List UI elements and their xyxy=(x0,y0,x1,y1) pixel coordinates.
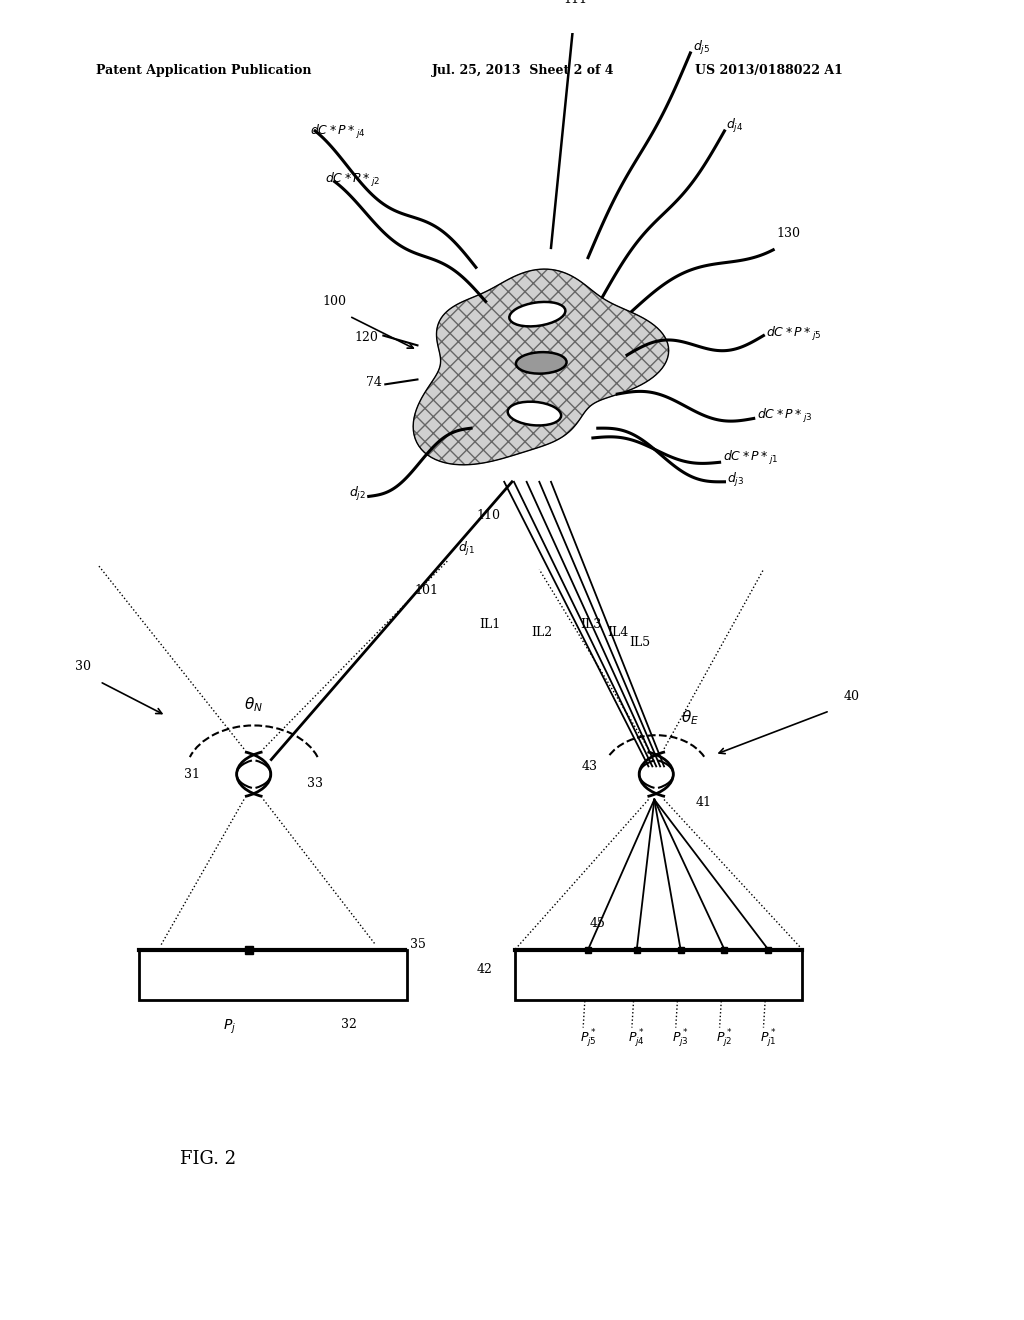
Text: Patent Application Publication: Patent Application Publication xyxy=(96,63,311,77)
Text: 111: 111 xyxy=(563,0,588,5)
Text: 120: 120 xyxy=(354,331,379,345)
Bar xyxy=(515,949,803,1001)
Text: $\theta_N$: $\theta_N$ xyxy=(244,696,263,714)
Polygon shape xyxy=(413,269,669,465)
Text: IL5: IL5 xyxy=(629,636,650,649)
Text: $d_{j2}$: $d_{j2}$ xyxy=(349,486,366,503)
Text: $d_{j5}$: $d_{j5}$ xyxy=(693,40,711,57)
Text: IL3: IL3 xyxy=(581,618,601,631)
Text: IL2: IL2 xyxy=(531,626,553,639)
Text: $P^*_{j2}$: $P^*_{j2}$ xyxy=(716,1027,733,1049)
Text: 43: 43 xyxy=(582,760,598,774)
Text: 41: 41 xyxy=(695,796,712,809)
Text: 100: 100 xyxy=(323,294,346,308)
Text: $dC*P*_{j3}$: $dC*P*_{j3}$ xyxy=(757,407,812,425)
Text: $d_{j3}$: $d_{j3}$ xyxy=(727,471,744,488)
Text: IL1: IL1 xyxy=(479,618,501,631)
Text: $dC*P*_{j4}$: $dC*P*_{j4}$ xyxy=(310,123,367,141)
Text: FIG. 2: FIG. 2 xyxy=(180,1150,236,1168)
Text: 35: 35 xyxy=(410,939,426,952)
Text: $P^*_{j4}$: $P^*_{j4}$ xyxy=(629,1027,645,1049)
Text: $dC*P*_{j2}$: $dC*P*_{j2}$ xyxy=(325,172,381,189)
Text: 32: 32 xyxy=(341,1018,357,1031)
Text: $d_{j4}$: $d_{j4}$ xyxy=(726,117,743,135)
Ellipse shape xyxy=(509,302,565,326)
Text: IL4: IL4 xyxy=(607,626,629,639)
Text: $P_j$: $P_j$ xyxy=(223,1018,236,1036)
Text: 110: 110 xyxy=(476,510,501,523)
Text: $P^*_{j1}$: $P^*_{j1}$ xyxy=(760,1027,776,1049)
Text: $\theta_E$: $\theta_E$ xyxy=(681,709,699,727)
Text: $dC*P*_{j1}$: $dC*P*_{j1}$ xyxy=(723,449,778,467)
Text: 130: 130 xyxy=(776,227,800,240)
Text: $dC*P*_{j5}$: $dC*P*_{j5}$ xyxy=(766,325,822,343)
Ellipse shape xyxy=(508,401,561,425)
Ellipse shape xyxy=(516,352,566,374)
Text: $P^*_{j3}$: $P^*_{j3}$ xyxy=(672,1027,689,1049)
Text: 31: 31 xyxy=(184,768,200,780)
Text: 101: 101 xyxy=(415,585,439,597)
Bar xyxy=(138,949,407,1001)
Text: Jul. 25, 2013  Sheet 2 of 4: Jul. 25, 2013 Sheet 2 of 4 xyxy=(432,63,614,77)
Text: 40: 40 xyxy=(843,690,859,702)
Text: $d_{j1}$: $d_{j1}$ xyxy=(458,540,475,558)
Text: US 2013/0188022 A1: US 2013/0188022 A1 xyxy=(695,63,843,77)
Text: $P^*_{j5}$: $P^*_{j5}$ xyxy=(580,1027,596,1049)
Text: 42: 42 xyxy=(476,962,493,975)
Text: 74: 74 xyxy=(366,376,381,389)
Text: 33: 33 xyxy=(307,777,324,791)
Text: 30: 30 xyxy=(75,660,91,673)
Text: 45: 45 xyxy=(590,917,606,931)
